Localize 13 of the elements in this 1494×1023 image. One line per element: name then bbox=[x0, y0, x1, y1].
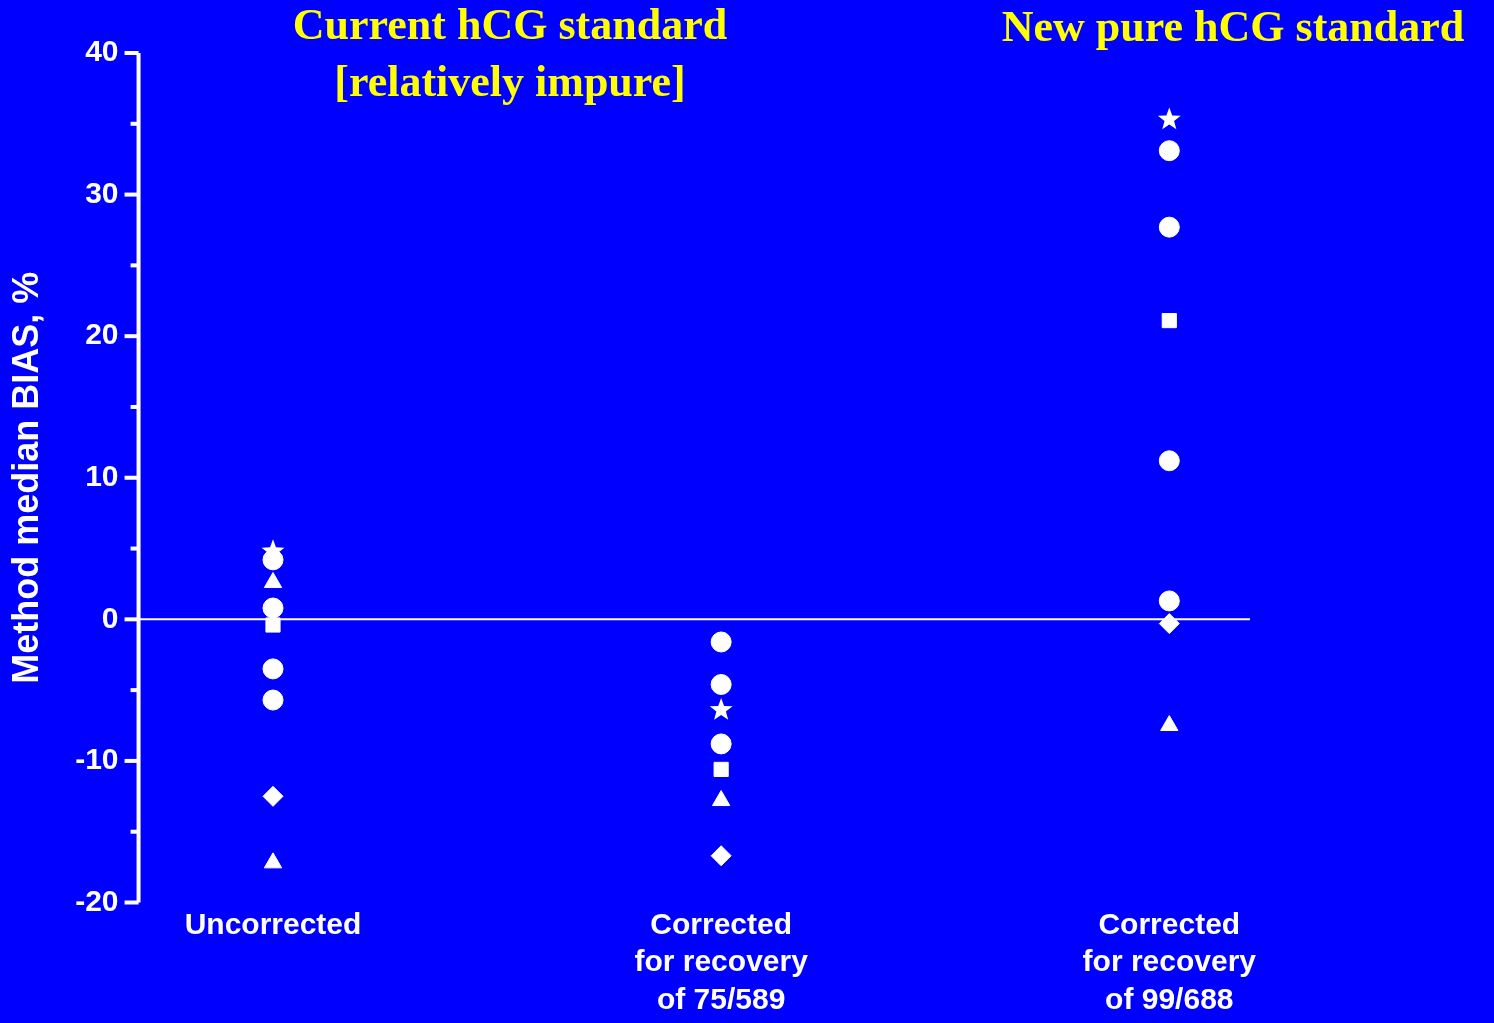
y-tick-label: 20 bbox=[85, 317, 119, 351]
y-tick-label: -20 bbox=[75, 883, 119, 917]
x-tick-label: Corrected for recovery of 75/589 bbox=[634, 906, 809, 1015]
y-axis-title: Method median BIAS, % bbox=[4, 271, 46, 684]
y-tick-label: 0 bbox=[101, 600, 119, 634]
text: New pure hCG standard bbox=[1001, 2, 1465, 52]
annotation: Current hCG standard [relatively impure] bbox=[292, 0, 728, 107]
y-tick-label: 40 bbox=[85, 34, 119, 68]
x-tick-label: Uncorrected bbox=[184, 906, 362, 940]
x-tick-label: Corrected for recovery of 99/688 bbox=[1082, 906, 1257, 1015]
y-tick-label: 10 bbox=[85, 459, 119, 493]
y-tick-label: -10 bbox=[75, 742, 119, 776]
y-tick-label: 30 bbox=[85, 175, 119, 209]
